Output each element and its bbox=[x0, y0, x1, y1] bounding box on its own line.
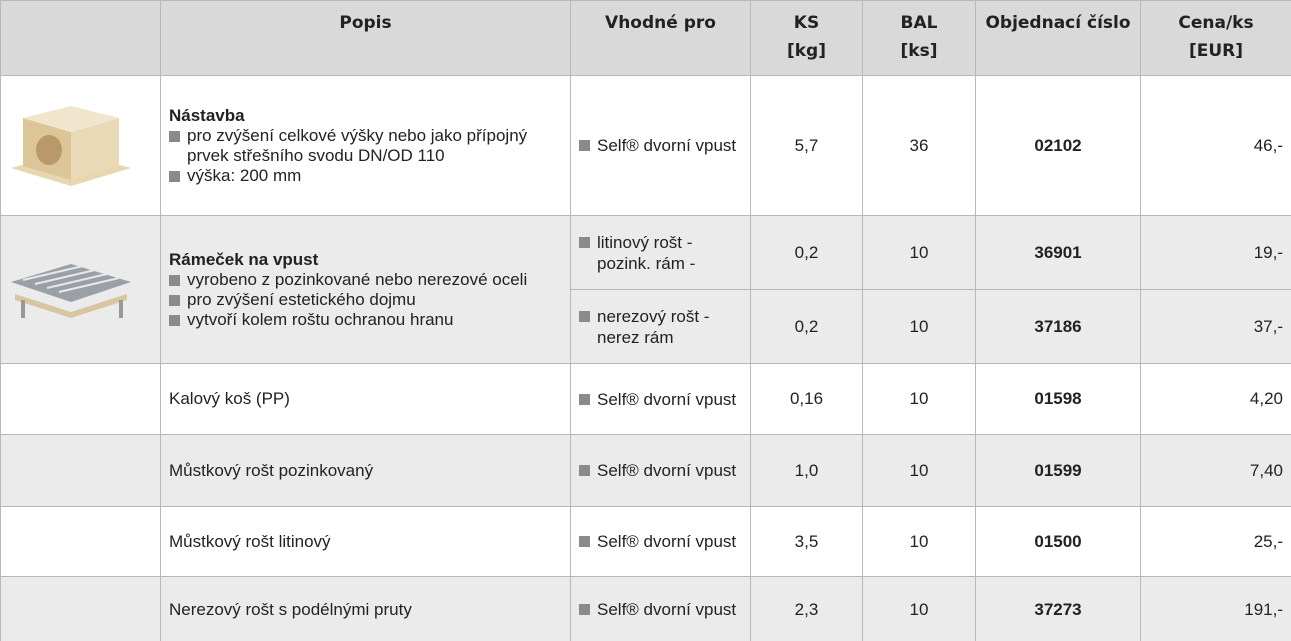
bullet: pro zvýšení estetického dojmu bbox=[169, 290, 562, 310]
description: Můstkový rošt pozinkovaný bbox=[169, 461, 562, 481]
bullet: vytvoří kolem roštu ochranou hranu bbox=[169, 310, 562, 330]
pack-qty: 10 bbox=[863, 507, 976, 577]
suitable-cell: Self® dvorní vpust bbox=[571, 577, 751, 641]
pack-qty: 10 bbox=[863, 364, 976, 435]
price: 191,- bbox=[1141, 577, 1291, 641]
header-cell bbox=[1, 1, 161, 76]
pack-qty: 10 bbox=[863, 435, 976, 507]
suitable-cell: nerezový rošt - nerez rám bbox=[571, 290, 751, 364]
header-cell: Cena/ks [EUR] bbox=[1141, 1, 1291, 76]
weight: 0,16 bbox=[751, 364, 863, 435]
image-cell bbox=[1, 76, 161, 216]
suitable-cell: Self® dvorní vpust bbox=[571, 507, 751, 577]
price: 4,20 bbox=[1141, 364, 1291, 435]
description-cell: Můstkový rošt litinový bbox=[161, 507, 571, 577]
description: Můstkový rošt litinový bbox=[169, 532, 562, 552]
suitable: nerezový rošt - nerez rám bbox=[579, 306, 742, 348]
suitable: Self® dvorní vpust bbox=[579, 531, 742, 552]
description-cell: Nerezový rošt s podélnými pruty bbox=[161, 577, 571, 641]
pack-qty: 10 bbox=[863, 216, 976, 290]
description-cell: Můstkový rošt pozinkovaný bbox=[161, 435, 571, 507]
product-row: Můstkový rošt litinový Self® dvorní vpust… bbox=[1, 507, 1291, 577]
suitable: Self® dvorní vpust bbox=[579, 460, 742, 481]
order-code: 01500 bbox=[976, 507, 1141, 577]
product-image bbox=[1, 232, 141, 342]
description: Nerezový rošt s podélnými pruty bbox=[169, 600, 562, 620]
order-code: 37273 bbox=[976, 577, 1141, 641]
image-cell bbox=[1, 216, 161, 364]
suitable-cell: litinový rošt - pozink. rám - bbox=[571, 216, 751, 290]
suitable: Self® dvorní vpust bbox=[579, 389, 742, 410]
price: 25,- bbox=[1141, 507, 1291, 577]
suitable: Self® dvorní vpust bbox=[579, 135, 742, 156]
product-table: PopisVhodné proKS [kg]BAL [ks]Objednací … bbox=[0, 0, 1291, 641]
weight: 2,3 bbox=[751, 577, 863, 641]
suitable: litinový rošt - pozink. rám - bbox=[579, 232, 742, 274]
weight: 1,0 bbox=[751, 435, 863, 507]
product-row: Můstkový rošt pozinkovaný Self® dvorní vp… bbox=[1, 435, 1291, 507]
suitable: Self® dvorní vpust bbox=[579, 599, 742, 620]
order-code: 36901 bbox=[976, 216, 1141, 290]
order-code: 01598 bbox=[976, 364, 1141, 435]
product-image bbox=[1, 88, 141, 198]
weight: 3,5 bbox=[751, 507, 863, 577]
bullet: vyrobeno z pozinkované nebo nerezové oce… bbox=[169, 270, 562, 290]
image-cell bbox=[1, 577, 161, 641]
image-cell bbox=[1, 507, 161, 577]
weight: 0,2 bbox=[751, 216, 863, 290]
price: 37,- bbox=[1141, 290, 1291, 364]
image-cell bbox=[1, 435, 161, 507]
bullet: výška: 200 mm bbox=[169, 166, 562, 186]
suitable-cell: Self® dvorní vpust bbox=[571, 435, 751, 507]
product-row: Nerezový rošt s podélnými pruty Self® dvo… bbox=[1, 577, 1291, 641]
pack-qty: 10 bbox=[863, 577, 976, 641]
price: 19,- bbox=[1141, 216, 1291, 290]
suitable-cell: Self® dvorní vpust bbox=[571, 364, 751, 435]
weight: 0,2 bbox=[751, 290, 863, 364]
order-code: 37186 bbox=[976, 290, 1141, 364]
product-title: Nástavba bbox=[169, 106, 562, 126]
order-code: 02102 bbox=[976, 76, 1141, 216]
description-cell: Kalový koš (PP) bbox=[161, 364, 571, 435]
weight: 5,7 bbox=[751, 76, 863, 216]
order-code: 01599 bbox=[976, 435, 1141, 507]
product-title: Rámeček na vpust bbox=[169, 250, 562, 270]
header-cell: Objednací číslo bbox=[976, 1, 1141, 76]
bullet: pro zvýšení celkové výšky nebo jako příp… bbox=[169, 126, 562, 166]
pack-qty: 36 bbox=[863, 76, 976, 216]
description: Kalový koš (PP) bbox=[169, 389, 562, 409]
page: PopisVhodné proKS [kg]BAL [ks]Objednací … bbox=[0, 0, 1291, 641]
image-cell bbox=[1, 364, 161, 435]
price: 46,- bbox=[1141, 76, 1291, 216]
header-cell: Vhodné pro bbox=[571, 1, 751, 76]
pack-qty: 10 bbox=[863, 290, 976, 364]
header-cell: BAL [ks] bbox=[863, 1, 976, 76]
suitable-cell: Self® dvorní vpust bbox=[571, 76, 751, 216]
price: 7,40 bbox=[1141, 435, 1291, 507]
header-cell: KS [kg] bbox=[751, 1, 863, 76]
header-cell: Popis bbox=[161, 1, 571, 76]
